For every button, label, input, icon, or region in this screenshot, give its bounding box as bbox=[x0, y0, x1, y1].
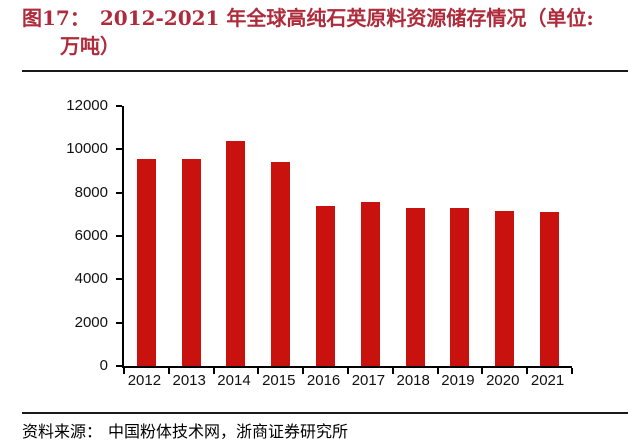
y-axis-tick-label: 4000 bbox=[74, 270, 108, 288]
y-axis-tick bbox=[116, 105, 122, 107]
plot-area bbox=[116, 105, 573, 374]
x-axis-tick-label: 2017 bbox=[351, 372, 386, 389]
y-axis-tick-label: 10000 bbox=[66, 140, 108, 158]
bar-slot bbox=[258, 106, 303, 366]
bar-2017 bbox=[360, 202, 380, 366]
x-axis-tick bbox=[302, 368, 305, 374]
figure-number: 图17： bbox=[22, 6, 90, 30]
source-line: 资料来源： 中国粉体技术网，浙商证券研究所 bbox=[22, 418, 348, 442]
bar-2020 bbox=[495, 211, 515, 366]
bar-slot bbox=[393, 106, 438, 366]
y-axis-tick bbox=[116, 148, 122, 151]
bar-slot bbox=[348, 106, 393, 366]
bar-2016 bbox=[316, 205, 336, 366]
bar-slot bbox=[124, 106, 169, 366]
x-axis-tick-label: 2016 bbox=[306, 372, 341, 389]
y-axis-tick bbox=[116, 235, 122, 237]
figure-title-line1: 图17： 2012-2021 年全球高纯石英原料资源储存情况（单位: bbox=[22, 4, 622, 32]
x-axis-tick-label: 2019 bbox=[441, 372, 475, 389]
y-axis-tick bbox=[116, 321, 122, 324]
x-axis-tick bbox=[167, 368, 170, 374]
y-axis-tick-label: 0 bbox=[99, 357, 108, 374]
x-axis-tick bbox=[436, 368, 439, 374]
bar-2015 bbox=[271, 162, 291, 366]
figure-title-unit: 万吨） bbox=[60, 34, 120, 58]
x-axis-tick-label: 2015 bbox=[262, 372, 296, 389]
x-axis-tick bbox=[391, 368, 394, 374]
x-axis-tick bbox=[347, 368, 349, 374]
bar-2012 bbox=[136, 159, 156, 366]
bar-slot bbox=[527, 106, 572, 366]
x-axis-tick bbox=[212, 368, 215, 374]
x-axis-labels: 2012 2013 2014 2015 2016 2017 2018 2019 2020 2021 bbox=[122, 372, 570, 389]
y-axis-tick bbox=[116, 191, 122, 194]
x-axis-tick-label: 2013 bbox=[172, 372, 206, 389]
bar-2018 bbox=[405, 207, 425, 366]
y-axis-tick-label: 8000 bbox=[74, 183, 108, 201]
x-axis-tick-label: 2020 bbox=[486, 372, 520, 389]
bar-slot bbox=[214, 106, 259, 366]
x-axis-tick bbox=[526, 368, 529, 374]
bar-slot bbox=[482, 106, 527, 366]
bar-2014 bbox=[226, 140, 246, 366]
bar-2021 bbox=[540, 212, 560, 366]
y-axis-tick bbox=[116, 278, 122, 281]
x-axis-tick-label: 2018 bbox=[396, 372, 430, 389]
bar-2013 bbox=[181, 159, 201, 366]
bar-slot bbox=[438, 106, 483, 366]
bars-container bbox=[124, 106, 572, 366]
bar-2019 bbox=[450, 207, 470, 366]
divider-bottom bbox=[22, 412, 628, 414]
x-axis-tick-label: 2014 bbox=[217, 372, 251, 389]
bar-slot bbox=[303, 106, 348, 366]
x-axis-tick bbox=[257, 368, 260, 374]
y-axis-tick-label: 2000 bbox=[74, 313, 108, 331]
source-text: 中国粉体技术网，浙商证券研究所 bbox=[108, 422, 349, 441]
divider-top bbox=[22, 70, 628, 72]
x-axis-tick-label: 2012 bbox=[127, 372, 162, 389]
y-axis-tick bbox=[116, 365, 122, 367]
y-axis-tick-label: 6000 bbox=[74, 227, 108, 244]
x-axis-tick bbox=[123, 368, 125, 374]
x-axis-tick bbox=[571, 368, 573, 374]
figure-title-text: 2012-2021 年全球高纯石英原料资源储存情况（单位: bbox=[99, 6, 594, 30]
source-label: 资料来源： bbox=[22, 422, 103, 441]
x-axis-tick bbox=[481, 368, 484, 374]
y-axis-tick-label: 12000 bbox=[66, 97, 108, 114]
bar-slot bbox=[169, 106, 214, 366]
figure-title: 图17： 2012-2021 年全球高纯石英原料资源储存情况（单位: 万吨） bbox=[22, 4, 622, 60]
x-axis-tick-label: 2021 bbox=[530, 372, 565, 389]
